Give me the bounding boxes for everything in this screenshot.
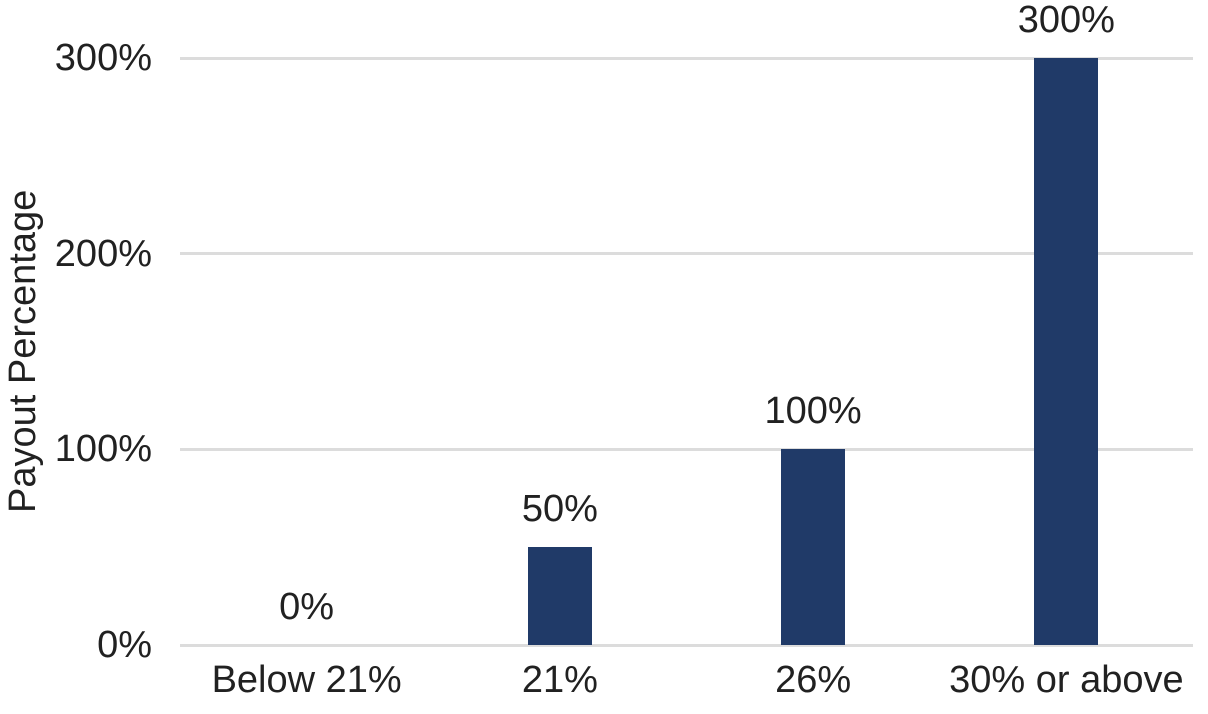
x-category-labels: Below 21% 21% 26% 30% or above <box>180 656 1193 704</box>
x-category-label: 26% <box>775 659 852 701</box>
x-category-label: Below 21% <box>211 659 402 701</box>
bar-column: 50% <box>433 58 686 645</box>
bar <box>781 449 846 645</box>
bar-column: 0% <box>180 58 433 645</box>
x-category-label: 30% or above <box>949 659 1184 701</box>
gridline <box>180 56 1193 60</box>
gridline <box>180 252 1193 256</box>
bar <box>527 547 592 645</box>
bar-column: 100% <box>687 58 940 645</box>
bar-value-label: 100% <box>764 390 862 433</box>
gridline <box>180 447 1193 451</box>
bar-columns: 0% 50% 100% 300% <box>180 0 1193 645</box>
bar-value-label: 0% <box>279 586 335 628</box>
x-category-label: 21% <box>521 659 598 701</box>
gridlines <box>180 56 1193 647</box>
plot-area: 0% 50% 100% 300% <box>180 0 1193 647</box>
bar <box>1034 58 1099 645</box>
bar-value-label: 50% <box>521 488 598 531</box>
bar-column: 300% <box>940 0 1193 645</box>
y-axis-title: Payout Percentage <box>2 189 44 514</box>
bar-value-label: 300% <box>1017 0 1115 41</box>
gridline <box>180 643 1193 647</box>
